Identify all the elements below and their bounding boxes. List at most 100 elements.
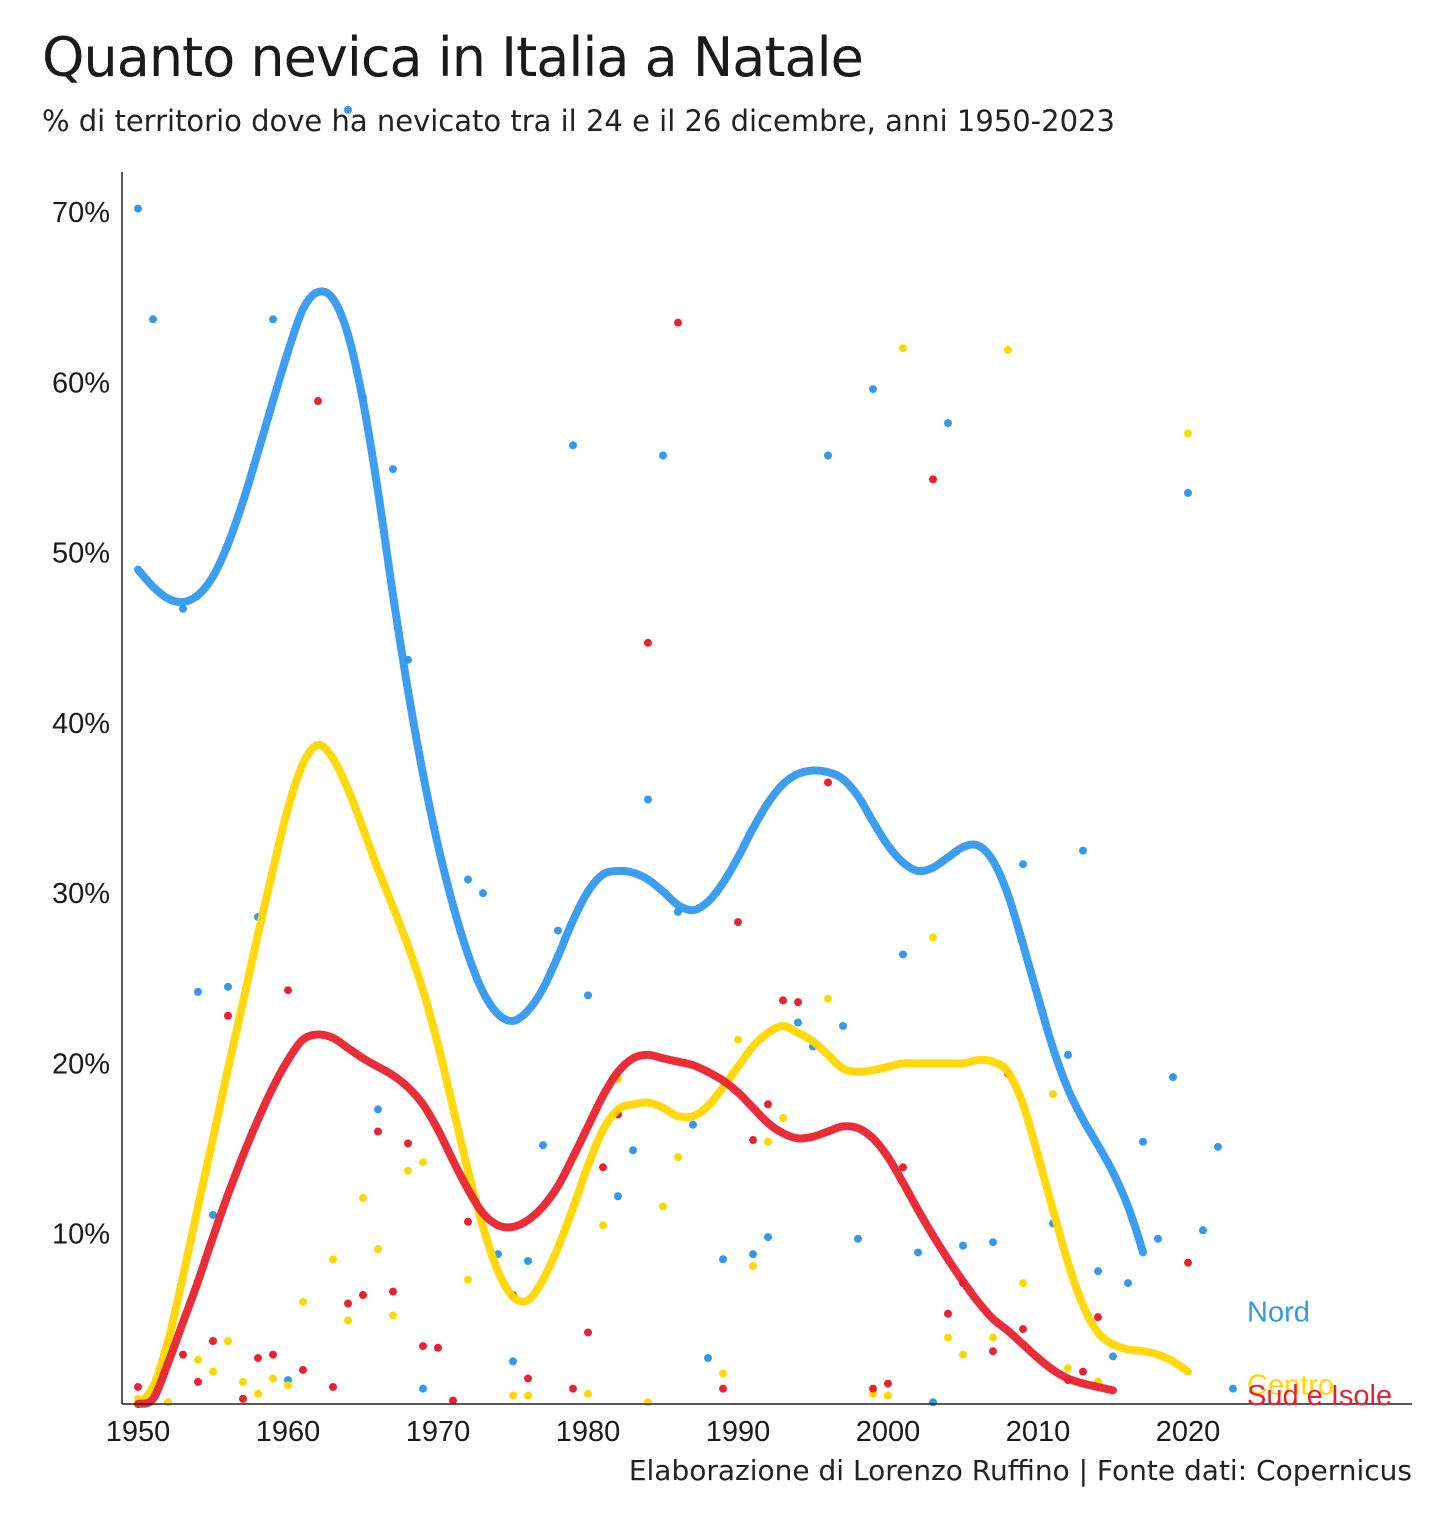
point-sud-e-isole-1963 — [329, 1382, 337, 1391]
point-centro-1959 — [269, 1374, 277, 1383]
point-centro-2020 — [1184, 429, 1192, 438]
point-sud-e-isole-1980 — [584, 1328, 592, 1337]
point-centro-1996 — [824, 994, 832, 1003]
point-nord-2017 — [1139, 1137, 1147, 1146]
point-nord-1955 — [209, 1210, 217, 1219]
point-sud-e-isole-2014 — [1094, 1313, 1102, 1322]
point-sud-e-isole-1961 — [299, 1365, 307, 1374]
point-nord-2015 — [1109, 1352, 1117, 1361]
point-nord-1980 — [584, 991, 592, 1000]
points-layer — [134, 105, 1237, 1407]
point-nord-1988 — [704, 1354, 712, 1363]
point-nord-2022 — [1214, 1142, 1222, 1151]
point-nord-1997 — [839, 1021, 847, 1030]
point-sud-e-isole-2020 — [1184, 1258, 1192, 1267]
point-centro-1986 — [674, 1153, 682, 1162]
point-nord-1989 — [719, 1255, 727, 1264]
point-sud-e-isole-1994 — [794, 998, 802, 1007]
point-nord-1999 — [869, 385, 877, 394]
series-label-sud-e-isole: Sud e Isole — [1247, 1380, 1392, 1412]
point-nord-1972 — [464, 875, 472, 884]
point-centro-1952 — [164, 1398, 172, 1407]
point-sud-e-isole-1991 — [749, 1136, 757, 1145]
point-sud-e-isole-1955 — [209, 1336, 217, 1345]
trend-line-nord — [134, 287, 1147, 1257]
point-sud-e-isole-1993 — [779, 996, 787, 1005]
point-centro-1955 — [209, 1367, 217, 1376]
point-nord-1991 — [749, 1250, 757, 1259]
point-nord-1976 — [524, 1256, 532, 1265]
point-nord-1950 — [134, 204, 142, 213]
point-sud-e-isole-1967 — [389, 1287, 397, 1296]
point-sud-e-isole-1959 — [269, 1350, 277, 1359]
y-tick-label-70: 70% — [52, 197, 110, 229]
point-nord-1983 — [629, 1146, 637, 1155]
y-tick-label-30: 30% — [52, 878, 110, 910]
point-centro-1976 — [524, 1391, 532, 1400]
x-tick-label-2020: 2020 — [1156, 1416, 1221, 1448]
point-sud-e-isole-2007 — [989, 1347, 997, 1356]
point-nord-1966 — [374, 1105, 382, 1114]
point-sud-e-isole-1969 — [419, 1342, 427, 1351]
trend-line-centro — [134, 740, 1192, 1408]
point-nord-2014 — [1094, 1267, 1102, 1276]
trend-line-sud-e-isole — [134, 1030, 1117, 1408]
point-centro-1958 — [254, 1389, 262, 1398]
point-centro-1981 — [599, 1221, 607, 1230]
point-nord-2002 — [914, 1248, 922, 1257]
point-centro-1960 — [284, 1381, 292, 1390]
point-sud-e-isole-1979 — [569, 1384, 577, 1393]
point-nord-1987 — [689, 1120, 697, 1129]
point-nord-1979 — [569, 441, 577, 450]
point-centro-1984 — [644, 1398, 652, 1407]
point-centro-1961 — [299, 1297, 307, 1306]
point-nord-1951 — [149, 315, 157, 324]
point-sud-e-isole-1984 — [644, 638, 652, 647]
point-centro-1956 — [224, 1336, 232, 1345]
point-nord-2012 — [1064, 1050, 1072, 1059]
point-centro-1969 — [419, 1158, 427, 1167]
point-nord-2003 — [929, 1398, 937, 1407]
point-sud-e-isole-1968 — [404, 1139, 412, 1148]
point-centro-1990 — [734, 1035, 742, 1044]
point-centro-2003 — [929, 933, 937, 942]
point-nord-2001 — [899, 950, 907, 959]
source-credit: Elaborazione di Lorenzo Ruffino | Fonte … — [628, 1454, 1412, 1487]
point-centro-1964 — [344, 1316, 352, 1325]
series-label-nord: Nord — [1247, 1296, 1310, 1328]
x-tick-label-1970: 1970 — [406, 1416, 471, 1448]
point-nord-1969 — [419, 1384, 427, 1393]
point-nord-2018 — [1154, 1234, 1162, 1243]
point-sud-e-isole-1962 — [314, 397, 322, 406]
point-nord-1996 — [824, 451, 832, 460]
point-nord-2021 — [1199, 1226, 1207, 1235]
point-nord-2013 — [1079, 846, 1087, 855]
x-tick-label-1980: 1980 — [556, 1416, 621, 1448]
point-sud-e-isole-2003 — [929, 475, 937, 484]
point-centro-2007 — [989, 1333, 997, 1342]
y-tick-label-50: 50% — [52, 538, 110, 570]
point-sud-e-isole-1966 — [374, 1127, 382, 1136]
point-centro-1954 — [194, 1355, 202, 1364]
axes — [121, 172, 1412, 1405]
point-centro-2004 — [944, 1333, 952, 1342]
point-sud-e-isole-1981 — [599, 1163, 607, 1172]
point-centro-1957 — [239, 1377, 247, 1386]
point-sud-e-isole-1999 — [869, 1384, 877, 1393]
point-sud-e-isole-1954 — [194, 1377, 202, 1386]
point-sud-e-isole-1950 — [134, 1382, 142, 1391]
point-nord-1992 — [764, 1233, 772, 1242]
point-sud-e-isole-2009 — [1019, 1325, 1027, 1334]
ticks: 10% 20% 30% 40% 50% 60% 70% 1950 1960 1970 1980 199… — [52, 197, 1220, 1448]
point-centro-2001 — [899, 344, 907, 353]
y-tick-label-10: 10% — [52, 1219, 110, 1251]
point-nord-1975 — [509, 1357, 517, 1366]
point-sud-e-isole-1972 — [464, 1217, 472, 1226]
point-sud-e-isole-1956 — [224, 1011, 232, 1020]
x-tick-label-2010: 2010 — [1006, 1416, 1071, 1448]
point-sud-e-isole-1953 — [179, 1350, 187, 1359]
point-nord-2005 — [959, 1241, 967, 1250]
point-nord-1984 — [644, 795, 652, 804]
point-centro-1975 — [509, 1391, 517, 1400]
y-tick-label-20: 20% — [52, 1048, 110, 1080]
